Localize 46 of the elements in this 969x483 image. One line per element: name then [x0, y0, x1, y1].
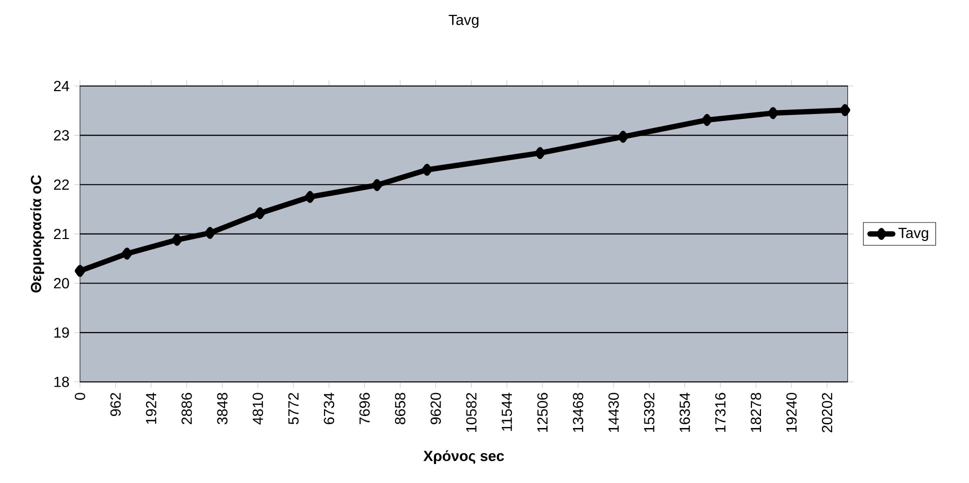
- x-tick-label: 4810: [252, 393, 264, 425]
- x-tick-label: 17316: [715, 393, 726, 432]
- point: [618, 131, 628, 144]
- legend-label: Tavg: [898, 228, 928, 242]
- point: [840, 104, 850, 116]
- x-tick-label: 11544: [502, 392, 512, 432]
- point: [768, 107, 778, 120]
- x-tick-label: 5772: [288, 393, 299, 425]
- point: [422, 164, 432, 176]
- x-tick-label: 13468: [572, 393, 584, 432]
- x-tick-label: 0: [74, 393, 86, 400]
- point: [372, 179, 382, 192]
- point: [304, 191, 316, 204]
- y-tick-label: 22: [54, 180, 69, 190]
- point: [122, 248, 132, 260]
- x-tick-label: 20202: [822, 393, 832, 433]
- x-tick-label: 6734: [324, 392, 334, 424]
- y-tick-label: 21: [54, 229, 69, 240]
- point: [74, 265, 86, 278]
- x-tick-label: 10582: [466, 393, 477, 432]
- x-tick-label: 9620: [430, 393, 441, 424]
- point: [172, 234, 182, 246]
- x-axis-title: Χρόνος sec: [423, 450, 504, 464]
- point: [702, 114, 712, 126]
- x-tick-label: 1924: [146, 392, 156, 424]
- x-tick-label: 14430: [608, 393, 619, 432]
- y-tick-label: 23: [54, 130, 69, 141]
- x-tick-label: 3848: [217, 393, 228, 425]
- x-tick-label: 2886: [182, 393, 192, 424]
- y-tick-label: 18: [54, 376, 69, 388]
- chart-title: Tavg: [448, 15, 478, 28]
- y-tick-label: 20: [54, 278, 69, 289]
- x-tick-label: 19240: [786, 393, 797, 432]
- y-tick-label: 19: [54, 328, 69, 338]
- x-tick-label: 8658: [394, 393, 406, 425]
- x-tick-label: 962: [110, 393, 121, 416]
- y-axis-title: Θερμοκρασία oC: [30, 175, 44, 293]
- point: [204, 227, 216, 240]
- y-tick-label: 24: [54, 81, 70, 92]
- x-tick-label: 12506: [537, 393, 548, 432]
- x-tick-label: 18278: [750, 393, 762, 432]
- x-tick-label: 15392: [644, 393, 654, 432]
- point: [254, 207, 266, 220]
- point: [534, 147, 546, 160]
- x-tick-label: 7696: [359, 393, 370, 424]
- x-tick-label: 16354: [680, 392, 690, 432]
